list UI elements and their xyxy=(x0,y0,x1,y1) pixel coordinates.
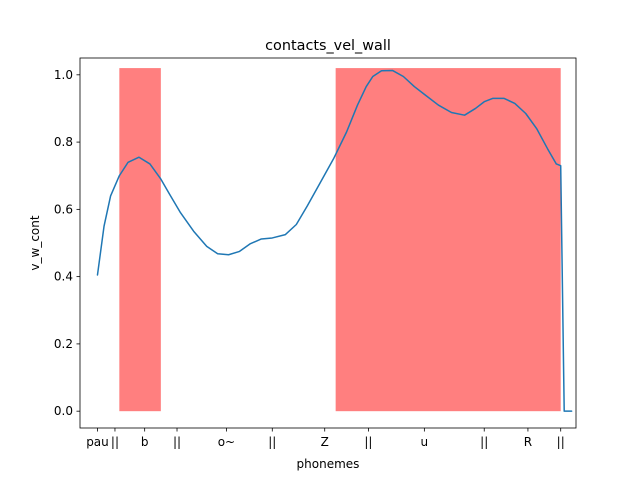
chart-title: contacts_vel_wall xyxy=(265,38,391,54)
highlight-region-1 xyxy=(119,68,161,412)
x-tick-label: || xyxy=(268,435,276,449)
x-tick-label: || xyxy=(557,435,565,449)
x-axis: pau || b || o~ || Z || u || R || xyxy=(86,428,565,449)
y-axis: 0.0 0.2 0.4 0.6 0.8 1.0 xyxy=(54,68,80,418)
x-tick-label: pau xyxy=(86,435,109,449)
series-line-1 xyxy=(96,69,573,412)
y-tick-label: 0.2 xyxy=(54,337,73,351)
highlight-region-2 xyxy=(335,68,561,412)
x-tick-label: || xyxy=(480,435,488,449)
series-lines xyxy=(96,69,573,412)
y-tick-label: 0.8 xyxy=(54,135,73,149)
y-tick-label: 0.0 xyxy=(54,404,73,418)
highlight-regions xyxy=(119,68,561,412)
y-axis-label: v_w_cont xyxy=(28,215,42,270)
x-tick-label: R xyxy=(524,435,532,449)
x-tick-label: Z xyxy=(321,435,329,449)
x-tick-label: o~ xyxy=(218,435,235,449)
x-tick-label: b xyxy=(141,435,149,449)
x-tick-label: || xyxy=(364,435,372,449)
y-tick-label: 0.4 xyxy=(54,270,73,284)
y-tick-label: 1.0 xyxy=(54,68,73,82)
x-tick-label: || xyxy=(173,435,181,449)
x-axis-label: phonemes xyxy=(297,457,360,471)
y-tick-label: 0.6 xyxy=(54,202,73,216)
x-tick-label: u xyxy=(421,435,429,449)
plot-frame xyxy=(79,57,577,429)
x-tick-label: || xyxy=(111,435,119,449)
